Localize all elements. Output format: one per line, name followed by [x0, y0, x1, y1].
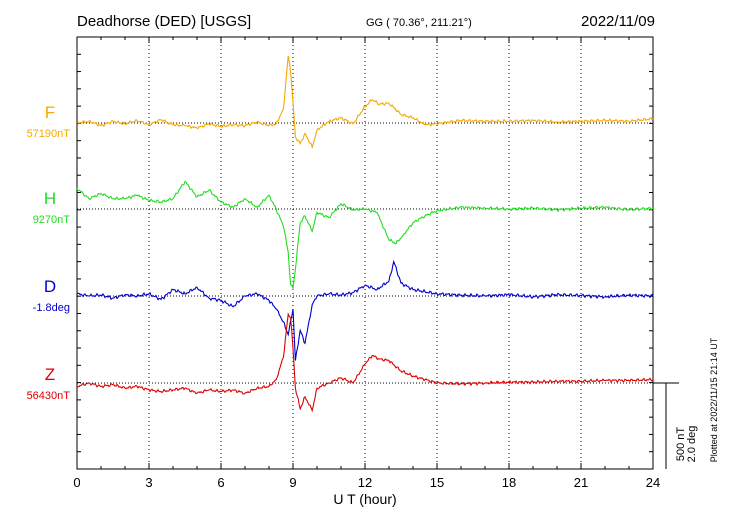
series-baseline-label-F: 57190nT — [27, 128, 71, 140]
x-tick-label-0: 0 — [73, 475, 80, 490]
series-name-D: D — [44, 277, 56, 296]
date-label: 2022/11/09 — [581, 13, 655, 30]
series-name-Z: Z — [45, 365, 55, 384]
coordinates-label: GG ( 70.36°, 211.21°) — [366, 17, 472, 29]
x-tick-label-3: 3 — [145, 475, 152, 490]
series-line-F — [76, 55, 654, 149]
series-line-D — [76, 259, 654, 361]
scale-bar: 500 nT 2.0 deg — [653, 382, 698, 469]
x-tick-label-24: 24 — [646, 475, 660, 490]
series-line-H — [76, 180, 654, 291]
series-line-Z — [76, 312, 654, 413]
series-label-layer: F 57190nT H 9270nT D -1.8deg Z 56430nT — [27, 103, 71, 402]
x-tick-label-18: 18 — [502, 475, 516, 490]
grid-layer — [148, 37, 582, 469]
series-name-H: H — [44, 189, 56, 208]
series-name-F: F — [45, 103, 55, 122]
series-baseline-label-D: -1.8deg — [33, 302, 70, 314]
series-baseline-label-H: 9270nT — [33, 214, 71, 226]
series-baseline-label-Z: 56430nT — [27, 390, 71, 402]
x-tick-label-15: 15 — [430, 475, 444, 490]
x-tick-label-21: 21 — [574, 475, 588, 490]
series-layer — [76, 55, 654, 413]
scale-bar-nt-label: 500 nT — [675, 427, 687, 462]
x-tick-label-12: 12 — [358, 475, 372, 490]
x-tick-label-6: 6 — [217, 475, 224, 490]
scale-bar-deg-label: 2.0 deg — [686, 426, 698, 463]
plotted-at-note: Plotted at 2022/11/15 21:14 UT — [709, 337, 719, 462]
x-tick-label-9: 9 — [289, 475, 296, 490]
x-axis-label: U T (hour) — [333, 491, 396, 507]
tick-layer: 0 3 6 9 12 15 18 21 24 — [73, 36, 660, 490]
station-title: Deadhorse (DED) [USGS] — [77, 13, 251, 30]
